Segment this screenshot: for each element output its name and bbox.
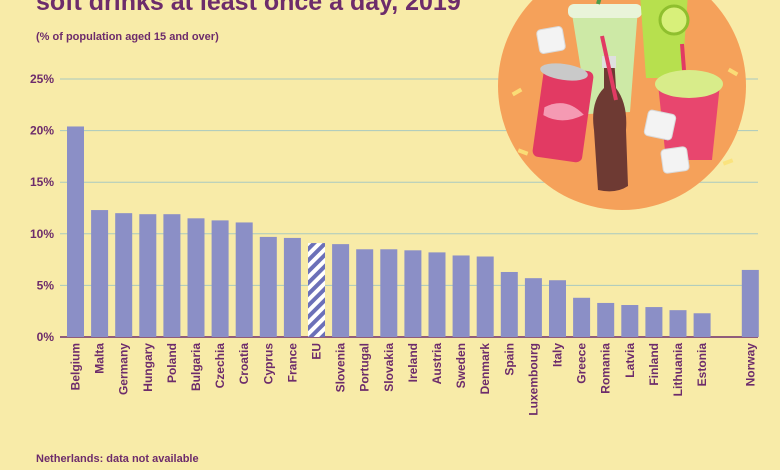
- bar-slovenia: [332, 244, 350, 337]
- bar-finland: [645, 307, 663, 337]
- x-tick-label: Cyprus: [261, 343, 275, 385]
- bar-slovakia: [380, 249, 398, 337]
- x-tick-label: Germany: [117, 343, 131, 395]
- x-tick-label: Portugal: [358, 343, 372, 392]
- x-tick-label: Greece: [575, 343, 589, 384]
- x-tick-label: Luxembourg: [526, 343, 540, 416]
- y-tick-label: 15%: [30, 175, 54, 189]
- chart-note: Netherlands: data not available: [36, 453, 199, 465]
- x-tick-label: Estonia: [695, 343, 709, 387]
- bar-austria: [428, 252, 446, 337]
- bar-italy: [549, 280, 566, 337]
- bar-ireland: [404, 250, 422, 337]
- x-tick-label: Belgium: [69, 343, 83, 390]
- bar-belgium: [67, 126, 84, 337]
- x-tick-label: Spain: [502, 343, 516, 376]
- bar-denmark: [476, 256, 494, 337]
- x-tick-label: Croatia: [237, 343, 251, 385]
- x-tick-label: Finland: [647, 343, 661, 386]
- bar-lithuania: [669, 310, 687, 337]
- x-tick-label: Malta: [93, 343, 107, 374]
- bar-hungary: [139, 214, 157, 337]
- x-tick-label: Poland: [165, 343, 179, 383]
- y-tick-label: 20%: [30, 124, 54, 138]
- bar-croatia: [235, 222, 253, 337]
- bar-sweden: [452, 255, 470, 337]
- bar-germany: [115, 213, 133, 337]
- bar-luxembourg: [524, 278, 542, 337]
- x-tick-label: Italy: [551, 343, 565, 367]
- bar-norway: [741, 269, 759, 337]
- x-tick-label: Hungary: [141, 343, 155, 392]
- x-tick-label: Slovenia: [334, 343, 348, 393]
- x-tick-label: Slovakia: [382, 343, 396, 392]
- bar-czechia: [211, 220, 229, 337]
- bar-cyprus: [259, 236, 277, 337]
- y-tick-label: 10%: [30, 227, 54, 241]
- x-tick-label: Latvia: [623, 343, 637, 378]
- x-tick-label: Ireland: [406, 343, 420, 382]
- x-tick-label: Austria: [430, 343, 444, 385]
- x-tick-label: France: [285, 343, 299, 383]
- bar-malta: [91, 210, 109, 337]
- x-tick-label: Sweden: [454, 343, 468, 388]
- x-tick-label: Lithuania: [671, 343, 685, 397]
- bar-portugal: [356, 249, 374, 337]
- x-tick-label: Norway: [743, 343, 757, 387]
- bar-spain: [500, 271, 518, 337]
- bar-bulgaria: [187, 218, 205, 337]
- bar-estonia: [693, 313, 711, 337]
- x-tick-label: Bulgaria: [189, 343, 203, 391]
- bar-romania: [597, 302, 615, 337]
- bar-poland: [163, 214, 181, 337]
- chart-title: soft drinks at least once a day, 2019: [36, 0, 461, 16]
- x-tick-label: Czechia: [213, 343, 227, 389]
- x-tick-label: Denmark: [478, 343, 492, 395]
- y-tick-label: 25%: [30, 72, 54, 86]
- bar-france: [283, 237, 301, 337]
- bar-latvia: [621, 305, 639, 337]
- soft-drinks-illustration: [498, 0, 746, 210]
- y-tick-label: 5%: [37, 278, 55, 292]
- y-tick-label: 0%: [37, 330, 55, 344]
- bar-greece: [573, 297, 591, 337]
- bar-eu: [308, 243, 325, 337]
- x-tick-label: EU: [310, 343, 324, 360]
- x-tick-label: Romania: [599, 343, 613, 394]
- chart-subtitle: (% of population aged 15 and over): [36, 31, 219, 43]
